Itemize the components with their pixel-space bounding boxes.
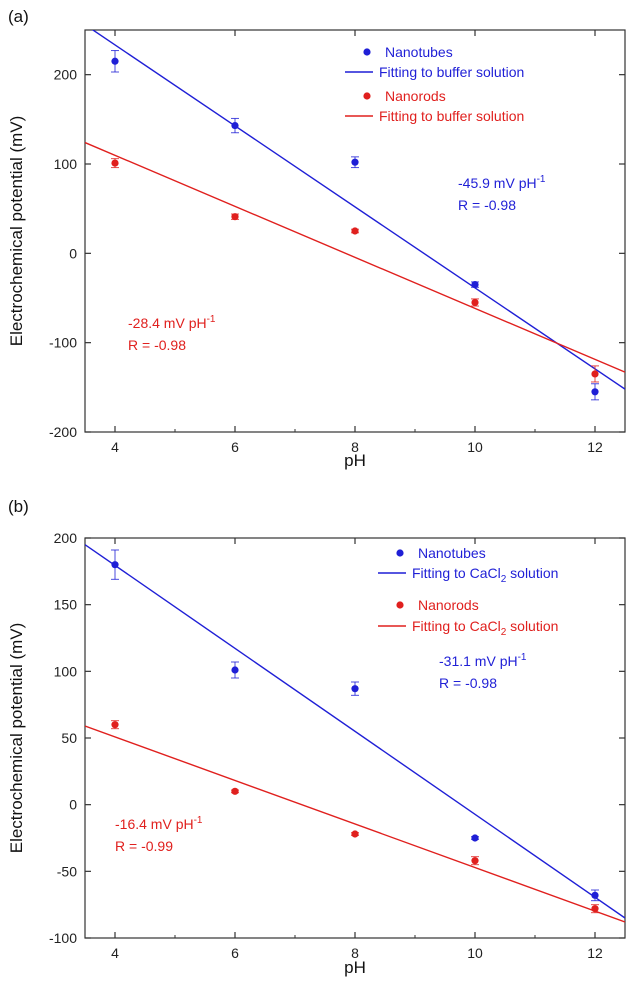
data-point [591,891,599,899]
x-tick-label: 10 [467,945,483,961]
legend-tail: solution [506,565,558,581]
data-point [351,685,359,693]
legend-marker [363,92,371,100]
data-point [471,834,479,842]
data-point [471,857,479,865]
slope-annotation: -45.9 mV pH-1 [458,174,546,191]
panel-label: (a) [8,7,29,26]
x-tick-label: 12 [587,945,603,961]
y-tick-label: -100 [49,335,77,351]
legend-subscript: 2 [501,627,507,638]
slope-superscript: -1 [194,815,203,826]
panel-label: (b) [8,497,29,516]
y-tick-label: 0 [69,245,77,261]
slope-annotation: -16.4 mV pH-1 [115,815,203,832]
data-point [231,213,239,221]
series-nanorods: Nanorods Fitting to CaCl2 solution -16.4 m… [85,597,625,923]
legend-fit-label: Fitting to buffer solution [379,108,524,124]
legend-label: Nanorods [418,597,479,613]
x-tick-label: 8 [351,945,359,961]
data-point [351,158,359,166]
slope-superscript: -1 [537,174,546,185]
x-tick-label: 6 [231,945,239,961]
fit-line [85,544,625,919]
y-tick-label: 0 [69,797,77,813]
data-point [111,561,119,569]
slope-superscript: -1 [207,314,216,325]
series-nanotubes: Nanotubes Fitting to CaCl2 solution -31.1 … [85,544,625,919]
data-point [111,57,119,65]
data-point [351,227,359,235]
data-point [471,298,479,307]
y-axis-label: Electrochemical potential (mV) [7,623,26,854]
data-point [231,787,239,795]
legend-label: Nanotubes [418,545,486,561]
legend-fit-label: Fitting to CaCl2 solution [412,565,558,585]
legend-marker [396,601,404,609]
data-point [111,721,119,729]
y-tick-label: 100 [54,156,78,172]
data-point [591,905,599,913]
chart-panel-1: (b) 4 6 8 10 12 -100 -50 0 50 100 150 200 pH Electroch… [7,497,626,977]
series-nanotubes: Nanotubes Fitting to buffer solution -45.9… [91,30,625,401]
r-annotation: R = -0.99 [115,838,173,854]
legend-marker [396,549,404,557]
series-nanorods: Nanorods Fitting to buffer solution -28.4 … [85,88,625,383]
x-tick-label: 4 [111,439,119,455]
data-point [351,830,359,838]
legend-fit-label: Fitting to CaCl2 solution [412,618,558,638]
data-point [231,666,239,674]
y-tick-label: 50 [61,730,77,746]
slope-superscript: -1 [518,652,527,663]
data-point [231,121,239,130]
data-point [111,159,119,167]
slope-annotation: -28.4 mV pH-1 [128,314,216,331]
data-point [591,370,599,378]
y-tick-label: -200 [49,424,77,440]
x-tick-label: 10 [467,439,483,455]
r-annotation: R = -0.98 [128,337,186,353]
legend-fit-label: Fitting to buffer solution [379,64,524,80]
fit-line [91,30,625,390]
x-axis-label: pH [344,451,366,470]
y-tick-label: 200 [54,67,78,83]
y-axis-label: Electrochemical potential (mV) [7,116,26,347]
x-tick-label: 8 [351,439,359,455]
x-axis-label: pH [344,958,366,977]
y-tick-label: 100 [54,663,78,679]
fit-line [85,141,625,373]
x-tick-label: 4 [111,945,119,961]
y-tick-label: 150 [54,597,78,613]
legend-tail: solution [506,618,558,634]
x-tick-label: 12 [587,439,603,455]
plot-frame [84,537,626,939]
y-tick-label: -100 [49,930,77,946]
y-tick-label: -50 [57,863,77,879]
legend-label: Nanotubes [385,44,453,60]
y-tick-label: 200 [54,530,78,546]
legend-marker [363,48,371,56]
legend-label: Nanorods [385,88,446,104]
r-annotation: R = -0.98 [458,197,516,213]
chart-panel-0: (a) 4 6 8 10 12 -200 -100 0 100 200 pH Electrochemic… [7,7,626,470]
data-point [471,281,479,289]
r-annotation: R = -0.98 [439,675,497,691]
x-tick-label: 6 [231,439,239,455]
slope-annotation: -31.1 mV pH-1 [439,652,527,669]
data-point [591,388,599,396]
fit-line [85,725,625,923]
legend-subscript: 2 [501,574,507,585]
